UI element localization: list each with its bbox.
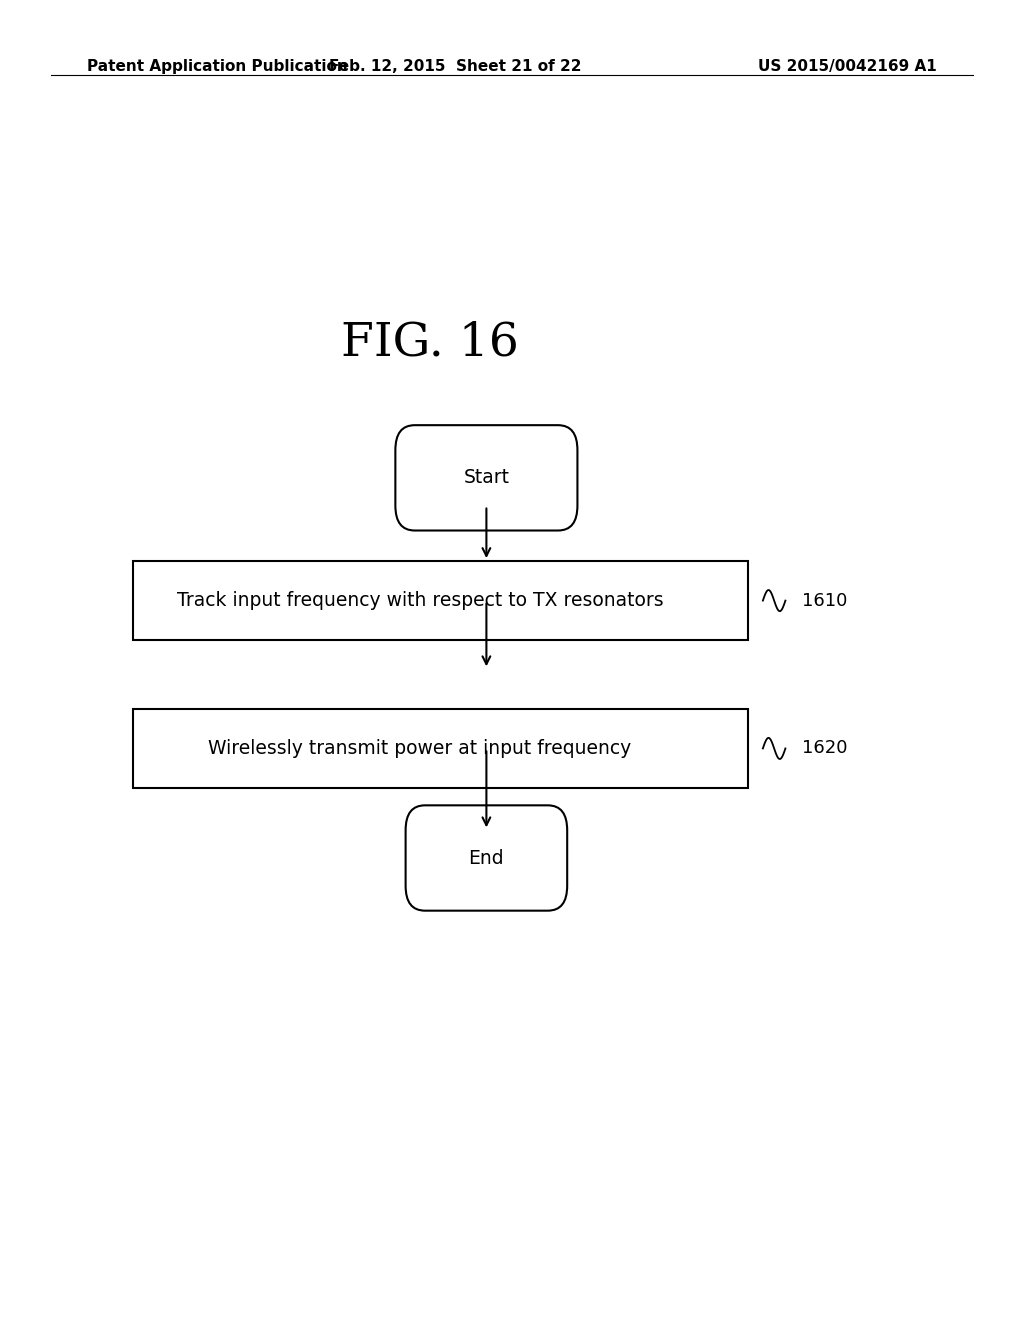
Text: 1620: 1620 <box>802 739 847 758</box>
Text: Patent Application Publication: Patent Application Publication <box>87 59 348 74</box>
Bar <box>133 709 748 788</box>
Text: 1610: 1610 <box>802 591 847 610</box>
FancyBboxPatch shape <box>406 805 567 911</box>
Text: Track input frequency with respect to TX resonators: Track input frequency with respect to TX… <box>176 591 664 610</box>
Text: US 2015/0042169 A1: US 2015/0042169 A1 <box>758 59 937 74</box>
Text: Feb. 12, 2015  Sheet 21 of 22: Feb. 12, 2015 Sheet 21 of 22 <box>330 59 582 74</box>
Text: FIG. 16: FIG. 16 <box>341 321 519 366</box>
Bar <box>133 561 748 640</box>
Text: Wirelessly transmit power at input frequency: Wirelessly transmit power at input frequ… <box>208 739 632 758</box>
FancyBboxPatch shape <box>395 425 578 531</box>
Text: Start: Start <box>464 469 509 487</box>
Text: End: End <box>469 849 504 867</box>
